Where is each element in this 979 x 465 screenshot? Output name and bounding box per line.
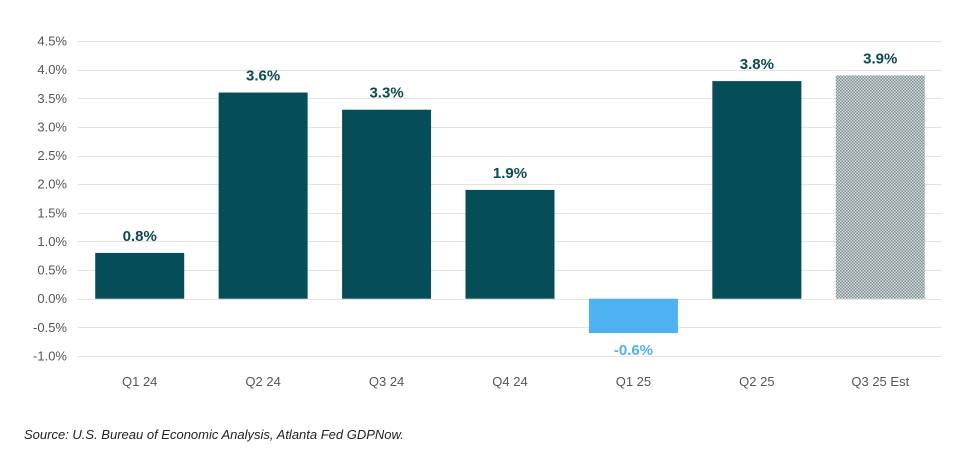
x-tick-label: Q4 24: [492, 374, 527, 389]
x-tick-label: Q2 25: [739, 374, 774, 389]
x-tick-label: Q1 25: [616, 374, 651, 389]
data-label: 0.8%: [123, 228, 157, 245]
bars: [95, 75, 925, 334]
gdp-bar-chart: 4.5% 4.0% 3.5% 3.0% 2.5% 2.0% 1.5% 1.0% 0.5% 0.0%…: [33, 34, 942, 389]
bar-q2-24: [218, 92, 308, 299]
bar-q3-24: [342, 109, 432, 299]
bar-q1-25: [588, 298, 678, 334]
y-tick-label: 1.5%: [37, 205, 67, 220]
y-tick-label: 2.5%: [37, 148, 67, 163]
y-tick-label: 2.0%: [37, 177, 67, 192]
bar-q2-25: [712, 81, 802, 299]
data-label: 3.8%: [740, 56, 774, 73]
y-axis-tick-labels: 4.5% 4.0% 3.5% 3.0% 2.5% 2.0% 1.5% 1.0% 0.5% 0.0%…: [33, 34, 67, 364]
x-tick-label: Q3 25 Est: [851, 374, 909, 389]
y-tick-label: 3.5%: [37, 91, 67, 106]
y-tick-label: 0.5%: [37, 263, 67, 278]
data-label: 3.9%: [863, 50, 897, 67]
y-tick-label: 0.0%: [37, 291, 67, 306]
data-labels: 0.8% 3.6% 3.3% 1.9% -0.6% 3.8% 3.9%: [123, 50, 898, 359]
data-label: 3.3%: [369, 85, 403, 102]
x-tick-label: Q3 24: [369, 374, 404, 389]
y-tick-label: 4.0%: [37, 62, 67, 77]
bar-q3-25-est: [835, 75, 925, 299]
data-label: 1.9%: [493, 165, 527, 182]
y-tick-label: -1.0%: [33, 349, 67, 364]
source-note: Source: U.S. Bureau of Economic Analysis…: [24, 427, 404, 442]
data-label: 3.6%: [246, 68, 280, 85]
y-tick-label: 4.5%: [37, 34, 67, 49]
data-label: -0.6%: [614, 342, 653, 359]
x-tick-label: Q1 24: [122, 374, 157, 389]
bar-q1-24: [95, 252, 185, 299]
y-tick-label: 3.0%: [37, 119, 67, 134]
bar-q4-24: [465, 189, 555, 299]
x-axis-tick-labels: Q1 24 Q2 24 Q3 24 Q4 24 Q1 25 Q2 25 Q3 25 Est: [122, 374, 910, 389]
y-tick-label: 1.0%: [37, 234, 67, 249]
y-tick-label: -0.5%: [33, 320, 67, 335]
x-tick-label: Q2 24: [245, 374, 280, 389]
